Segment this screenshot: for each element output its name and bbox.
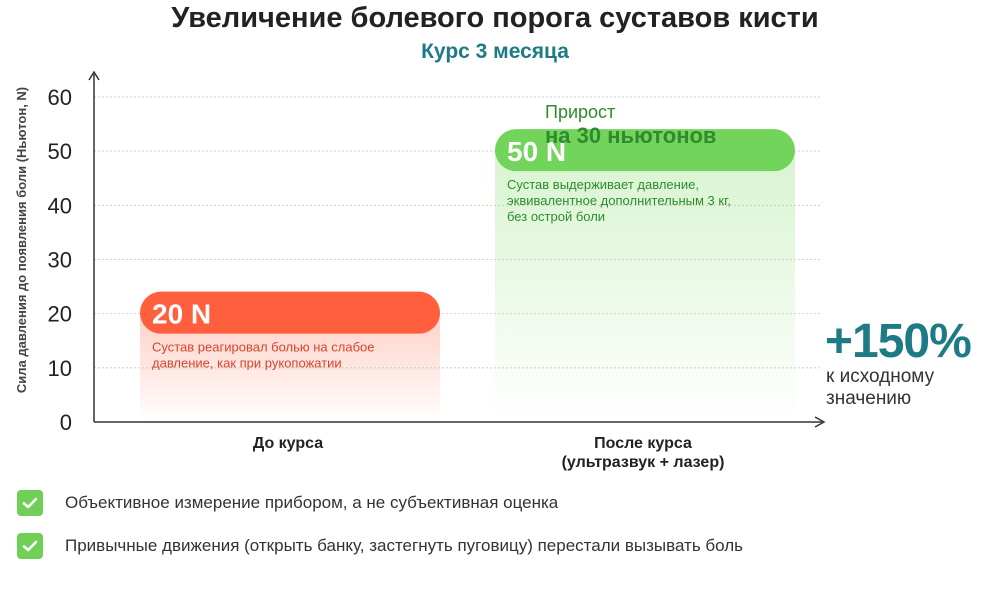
benefit-text: Привычные движения (открыть банку, засте… bbox=[65, 536, 744, 555]
bar-note: давление, как при рукопожатии bbox=[152, 356, 342, 371]
chart-subtitle: Курс 3 месяца bbox=[421, 40, 569, 63]
y-tick-label: 50 bbox=[48, 139, 72, 164]
bar-body bbox=[495, 151, 795, 422]
benefit-item: Привычные движения (открыть банку, засте… bbox=[17, 531, 743, 561]
checkmark-icon bbox=[17, 533, 43, 559]
bar-cap bbox=[140, 291, 440, 334]
bar-chart: 0 10 20 30 40 50 60 Сила давления до появления … bbox=[14, 70, 972, 471]
y-tick-label: 60 bbox=[48, 85, 72, 110]
y-tick-label: 20 bbox=[48, 302, 72, 327]
bar-note: Сустав выдерживает давление, bbox=[507, 177, 699, 192]
bar-note: без острой боли bbox=[507, 209, 605, 224]
bar-note: Сустав реагировал болью на слабое bbox=[152, 340, 375, 355]
x-axis-arrow bbox=[814, 416, 826, 428]
benefits-list: Объективное измерение прибором, а не суб… bbox=[17, 488, 743, 574]
bar-note: эквивалентное дополнительным 3 кг, bbox=[507, 193, 731, 208]
y-tick-label: 40 bbox=[48, 193, 72, 218]
y-tick-label: 10 bbox=[48, 356, 72, 381]
gain-annotation-main: на 30 ньютонов bbox=[545, 123, 716, 148]
percent-caption: значению bbox=[826, 388, 911, 409]
benefit-text: Объективное измерение прибором, а не суб… bbox=[65, 493, 559, 512]
y-axis-arrow bbox=[88, 70, 100, 81]
percent-caption: к исходному bbox=[826, 366, 935, 387]
y-tick-label: 30 bbox=[48, 248, 72, 273]
y-axis-label: Сила давления до появления боли (Ньютон,… bbox=[14, 87, 29, 393]
percent-increase: +150% bbox=[825, 315, 971, 368]
bar-value-label: 20 N bbox=[152, 299, 211, 330]
chart-title: Увеличение болевого порога суставов кист… bbox=[171, 2, 819, 34]
y-tick-label: 0 bbox=[60, 410, 72, 435]
x-category-label: После курса bbox=[594, 435, 692, 452]
checkmark-icon bbox=[17, 490, 43, 516]
bar-value-label: 50 N bbox=[507, 136, 566, 167]
bar-cap bbox=[495, 129, 795, 172]
x-category-label: До курса bbox=[253, 435, 323, 452]
gain-annotation-top: Прирост bbox=[545, 102, 615, 122]
x-category-label: (ультразвук + лазер) bbox=[562, 454, 725, 471]
benefit-item: Объективное измерение прибором, а не суб… bbox=[17, 488, 743, 518]
